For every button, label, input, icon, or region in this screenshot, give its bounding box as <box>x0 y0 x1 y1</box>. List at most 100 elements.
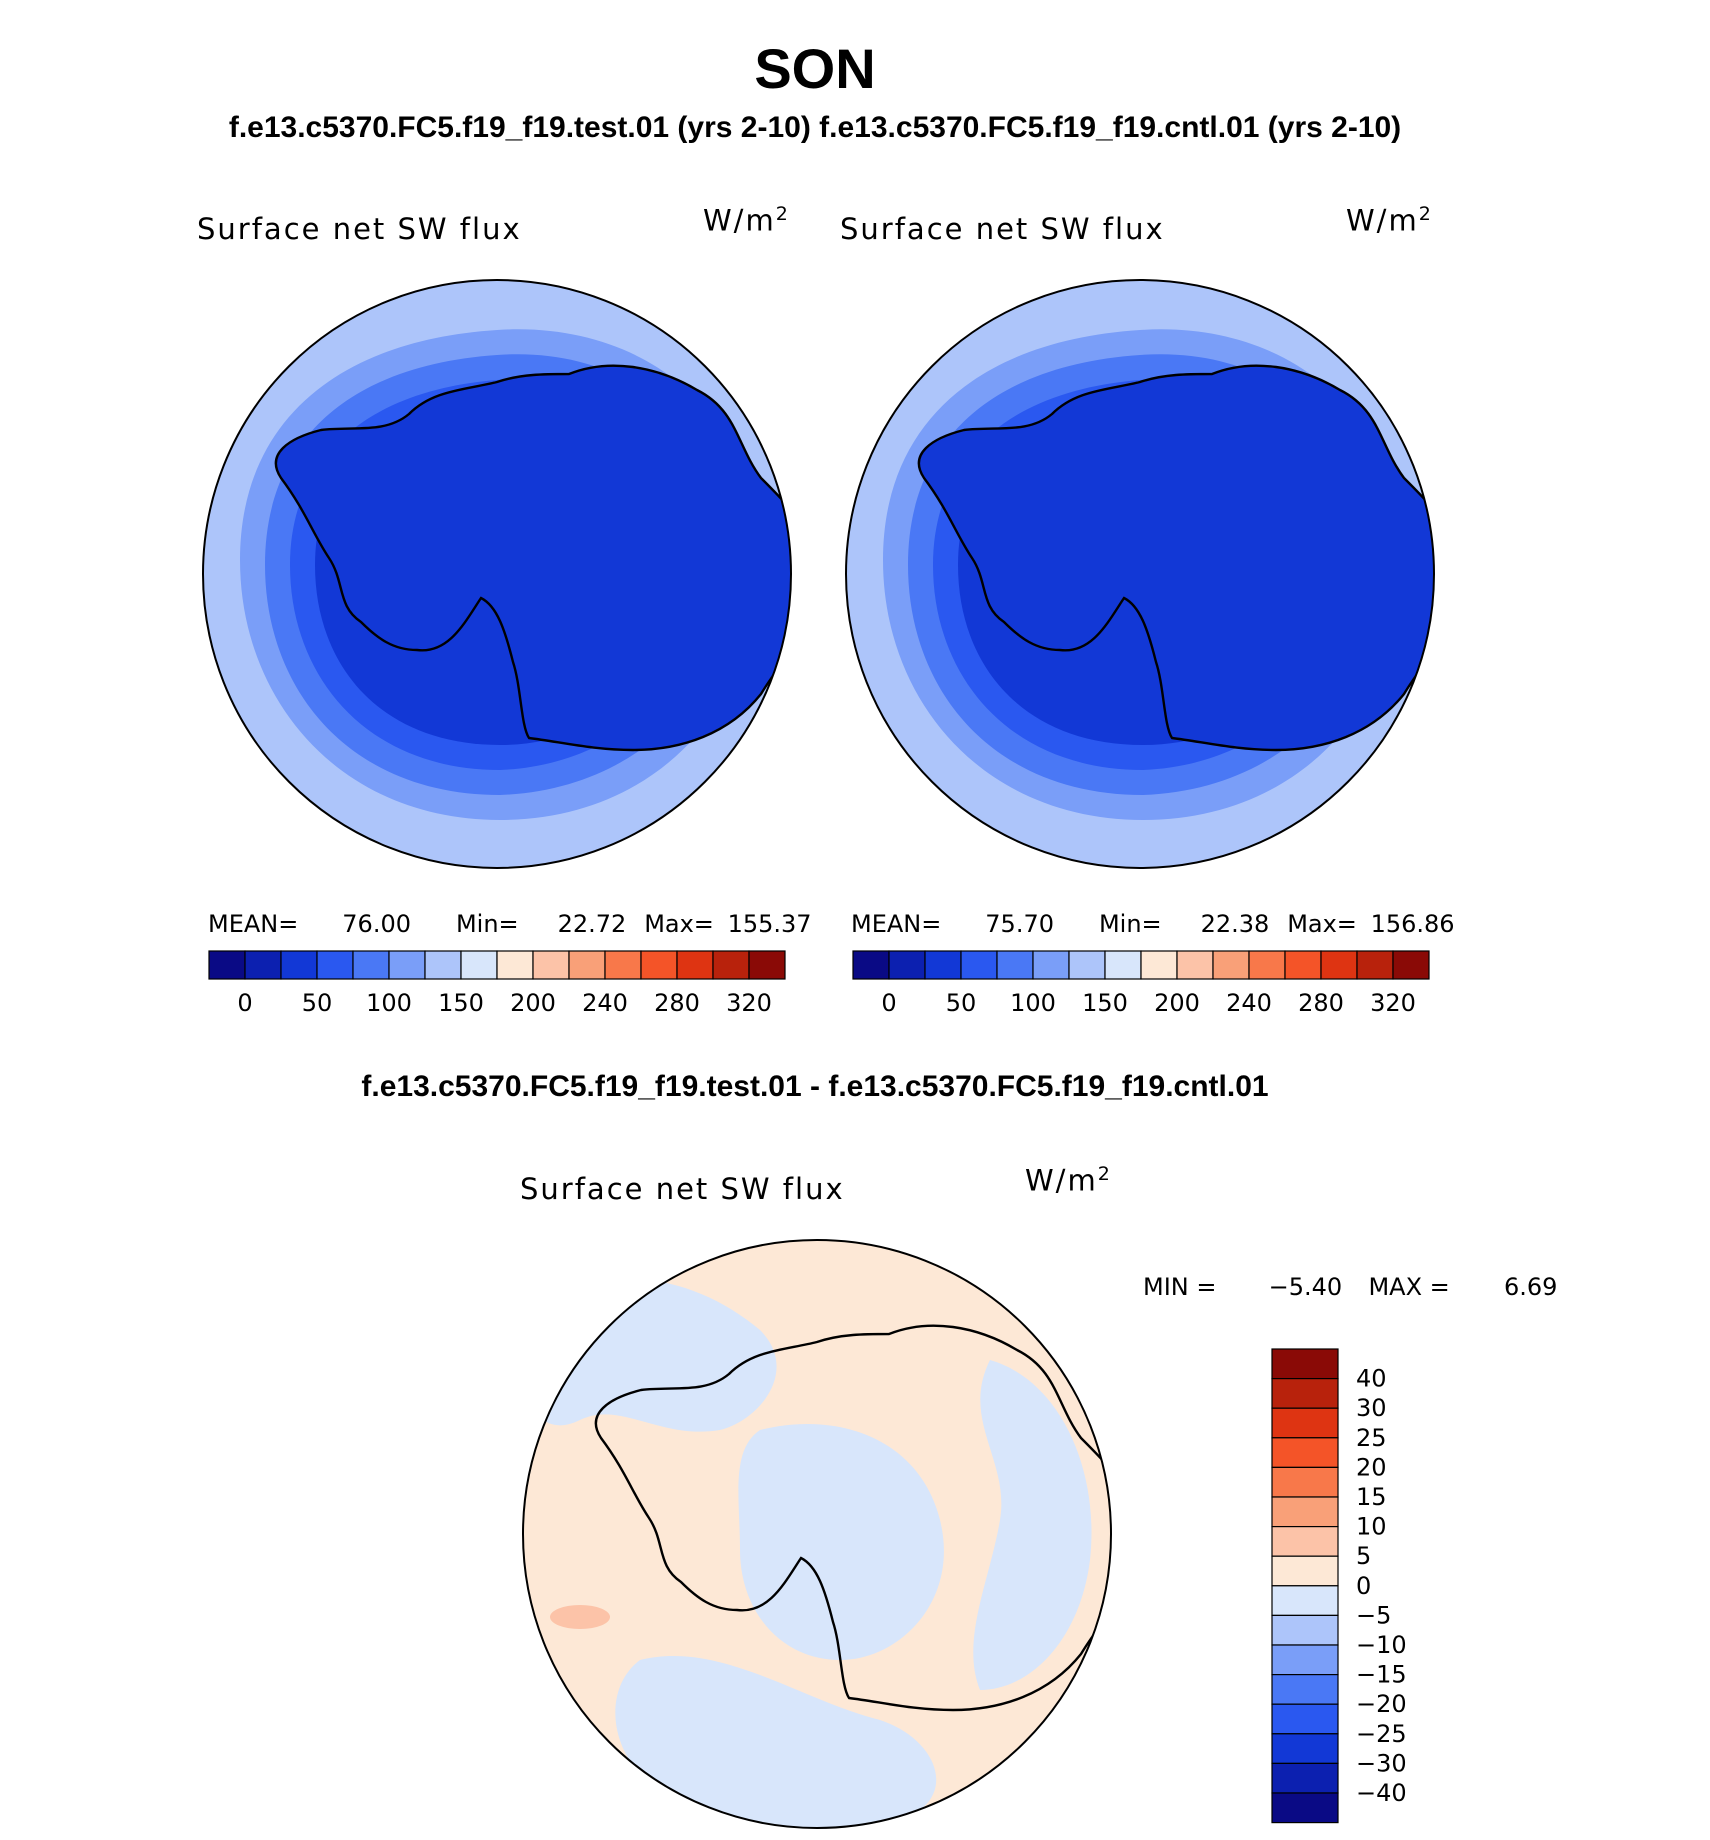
colorbar-1-swatch <box>604 950 642 980</box>
colorbar-1-swatch <box>280 950 318 980</box>
colorbar-1-tick-label: 0 <box>237 989 252 1017</box>
map-panel-1 <box>203 280 791 868</box>
colorbar-diff-tick-label: 25 <box>1356 1424 1387 1452</box>
colorbar-1-tick-label: 280 <box>654 989 700 1017</box>
colorbar-1-swatch <box>244 950 282 980</box>
colorbar-2-swatch <box>924 950 962 980</box>
diff-map-border <box>522 1239 1112 1829</box>
colorbar-diff-tick-label: −15 <box>1356 1661 1407 1689</box>
colorbar-2-swatch <box>960 950 998 980</box>
colorbar-diff-swatch <box>1271 1792 1339 1824</box>
diff-max: 6.69 <box>1503 1273 1558 1301</box>
colorbar-2-swatch <box>1032 950 1070 980</box>
panel2-max-label: Max= <box>1287 910 1357 938</box>
colorbar-2-swatch <box>1392 950 1430 980</box>
colorbar-1-swatch <box>208 950 246 980</box>
panel1-min: 22.72 <box>557 910 627 938</box>
diff-stats: MIN = −5.40 MAX = 6.69 <box>1143 1273 1557 1301</box>
panel2-mean: 75.70 <box>985 910 1054 938</box>
panel1-units: W/m2 <box>703 203 790 238</box>
diff-neg-region-center <box>738 1424 944 1660</box>
colorbar-diff-tick-label: 40 <box>1356 1365 1387 1393</box>
panel2-label: Surface net SW flux <box>840 212 1165 246</box>
colorbar-diff-tick-label: 20 <box>1356 1453 1387 1481</box>
colorbar-diff-swatch <box>1271 1496 1339 1528</box>
colorbar-2-tick-label: 100 <box>1010 989 1056 1017</box>
colorbar-diff-swatch <box>1271 1703 1339 1735</box>
colorbar-2-swatch <box>996 950 1034 980</box>
diff-pos-patch <box>550 1605 610 1629</box>
colorbar-diff-tick-label: 30 <box>1356 1394 1387 1422</box>
colorbar-diff-tick-label: −5 <box>1356 1601 1391 1629</box>
colorbar-2-swatch <box>1356 950 1394 980</box>
panel2-min: 22.38 <box>1200 910 1270 938</box>
colorbar-1-swatch <box>712 950 750 980</box>
colorbar-diff-tick-label: 0 <box>1356 1572 1371 1600</box>
colorbar-diff-swatch <box>1271 1437 1339 1469</box>
diff-panel-label: Surface net SW flux <box>520 1172 845 1206</box>
colorbar-2-tick-label: 200 <box>1154 989 1200 1017</box>
diff-title: f.e13.c5370.FC5.f19_f19.test.01 - f.e13.… <box>361 1070 1269 1103</box>
colorbar-2-tick-label: 0 <box>881 989 896 1017</box>
colorbar-2-swatch <box>1104 950 1142 980</box>
panel2-units: W/m2 <box>1346 203 1433 238</box>
colorbar-1-tick-label: 320 <box>726 989 772 1017</box>
panel1-stats: MEAN= 76.00 Min= 22.72 Max= 155.37 <box>208 910 812 938</box>
colorbar-diff-tick-label: −10 <box>1356 1631 1407 1659</box>
colorbar-diff-swatch <box>1271 1585 1339 1617</box>
colorbar-2-tick-label: 240 <box>1226 989 1272 1017</box>
colorbar-1-swatch <box>352 950 390 980</box>
colorbar-1-tick-label: 150 <box>438 989 484 1017</box>
colorbar-diff-swatch <box>1271 1644 1339 1676</box>
colorbar-2-swatch <box>888 950 926 980</box>
panel1-mean: 76.00 <box>342 910 411 938</box>
colorbar-2-swatch <box>1176 950 1214 980</box>
colorbar-1-swatch <box>424 950 462 980</box>
map-panel-2 <box>846 280 1434 868</box>
colorbar-1-tick-label: 100 <box>366 989 412 1017</box>
colorbar-diff-swatch <box>1271 1733 1339 1764</box>
colorbar-1-swatch <box>388 950 426 980</box>
panel2-max: 156.86 <box>1370 910 1455 938</box>
diff-neg-region-south <box>615 1656 937 1828</box>
colorbar-diff-swatch <box>1271 1407 1339 1439</box>
colorbar-diff-swatch <box>1271 1378 1339 1409</box>
panel2-min-label: Min= <box>1098 910 1162 938</box>
colorbar-1-swatch <box>532 950 570 980</box>
colorbar-1-tick-label: 200 <box>510 989 556 1017</box>
colorbar-diff-tick-label: 15 <box>1356 1483 1387 1511</box>
colorbar-2-swatch <box>1284 950 1322 980</box>
colorbar-diff-swatch <box>1271 1526 1339 1557</box>
colorbar-2: 0 50 100 150 200 240 280 320 <box>852 950 1430 1017</box>
colorbar-1-swatch <box>496 950 534 980</box>
colorbar-1-swatch <box>676 950 714 980</box>
colorbar-2-swatch <box>1248 950 1286 980</box>
figure-subtitle: f.e13.c5370.FC5.f19_f19.test.01 (yrs 2-1… <box>228 111 1402 144</box>
colorbar-1-swatch <box>460 950 498 980</box>
colorbar-diff-tick-label: −25 <box>1356 1720 1407 1748</box>
diff-panel-units: W/m2 <box>1025 1163 1112 1198</box>
colorbar-diff-swatch <box>1271 1674 1339 1705</box>
panel1-min-label: Min= <box>455 910 519 938</box>
panel2-mean-label: MEAN= <box>851 910 942 938</box>
panel1-max-label: Max= <box>644 910 714 938</box>
colorbar-2-tick-label: 150 <box>1082 989 1128 1017</box>
colorbar-diff-swatch <box>1271 1466 1339 1498</box>
colorbar-diff-tick-label: −30 <box>1356 1749 1407 1777</box>
colorbar-1-swatch <box>748 950 786 980</box>
colorbar-1-tick-label: 50 <box>302 989 333 1017</box>
colorbar-1-tick-label: 240 <box>582 989 628 1017</box>
colorbar-2-tick-label: 280 <box>1298 989 1344 1017</box>
colorbar-2-tick-label: 50 <box>946 989 977 1017</box>
colorbar-1-swatch <box>568 950 606 980</box>
colorbar-diff-swatch <box>1271 1555 1339 1587</box>
colorbar-2-swatch <box>1140 950 1178 980</box>
panel1-label: Surface net SW flux <box>197 212 522 246</box>
panel1-max: 155.37 <box>727 910 812 938</box>
panel2-stats: MEAN= 75.70 Min= 22.38 Max= 156.86 <box>851 910 1455 938</box>
colorbar-diff-tick-label: 5 <box>1356 1542 1371 1570</box>
diff-min: −5.40 <box>1268 1273 1343 1301</box>
colorbar-2-swatch <box>1212 950 1250 980</box>
